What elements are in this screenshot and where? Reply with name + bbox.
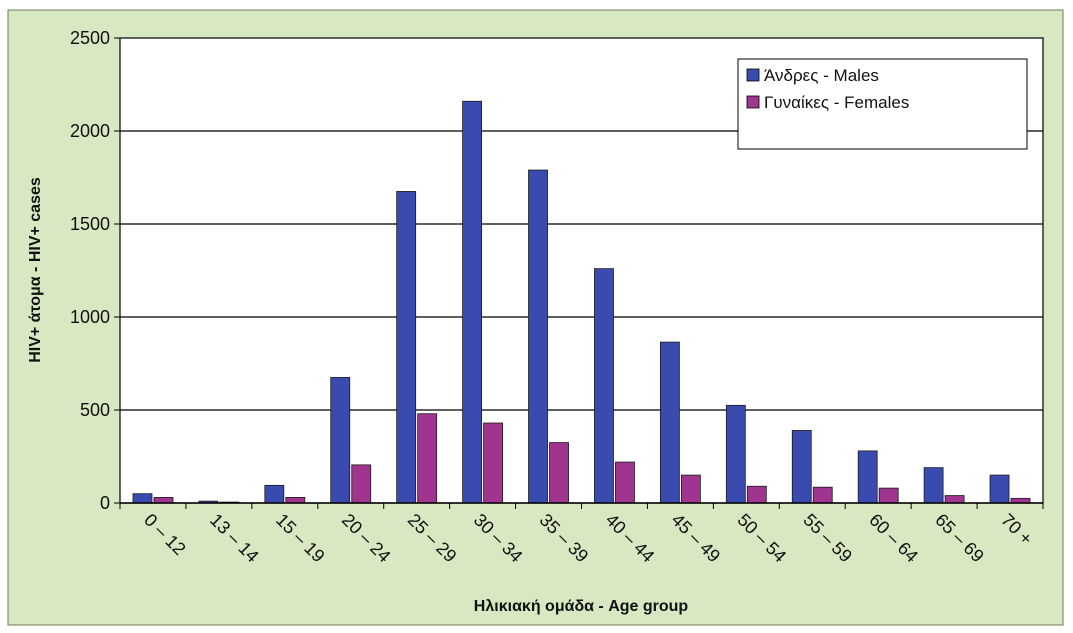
bar-females <box>746 485 767 504</box>
bar-males <box>791 430 812 504</box>
bars <box>132 100 1031 504</box>
bar-males <box>725 404 746 504</box>
bar-females <box>483 422 504 504</box>
legend-box <box>737 58 1028 150</box>
bar-males <box>528 169 548 504</box>
bar-males <box>594 268 614 504</box>
y-tick-label: 500 <box>80 400 110 420</box>
bar-males <box>857 450 878 504</box>
legend-swatch-females <box>746 95 760 109</box>
bar-males <box>132 493 153 504</box>
legend-label-females: Γυναίκες - Females <box>764 93 909 112</box>
bar-males <box>989 474 1010 504</box>
bar-males <box>923 467 944 504</box>
legend-label-males: Άνδρες - Males <box>764 66 879 85</box>
legend: Άνδρες - Males Γυναίκες - Females <box>737 58 1028 150</box>
bar-females <box>351 464 372 504</box>
bar-males <box>264 484 285 504</box>
y-tick-label: 2500 <box>70 28 110 48</box>
bar-females <box>878 487 899 504</box>
y-axis-ticks: 0 500 1000 1500 2000 2500 <box>70 28 120 513</box>
y-tick-label: 1500 <box>70 214 110 234</box>
legend-swatch-males <box>746 68 760 82</box>
y-tick-label: 2000 <box>70 121 110 141</box>
bar-males <box>330 377 351 504</box>
bar-males <box>659 341 680 504</box>
bar-females <box>944 495 965 504</box>
bar-females <box>549 442 569 504</box>
bar-females <box>153 497 174 504</box>
x-axis-title: Ηλικιακή ομάδα - Age group <box>474 598 689 615</box>
bar-females <box>615 461 635 504</box>
y-axis-title: HIV+ άτομα - HIV+ cases <box>27 177 44 363</box>
y-tick-label: 1000 <box>70 307 110 327</box>
bar-females <box>680 474 701 504</box>
y-tick-label: 0 <box>100 493 110 513</box>
bar-males <box>396 191 417 504</box>
bar-males <box>462 100 483 504</box>
bar-females <box>812 486 833 504</box>
bar-females <box>285 497 306 504</box>
bar-females <box>417 413 438 504</box>
